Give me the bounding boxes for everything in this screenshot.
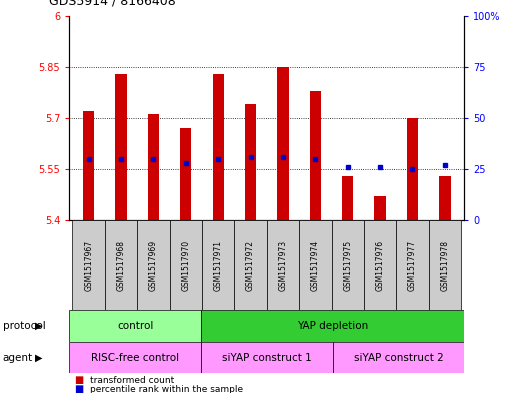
Bar	[170, 220, 202, 310]
Bar	[83, 111, 94, 220]
Text: GSM1517971: GSM1517971	[214, 240, 223, 291]
Text: YAP depletion: YAP depletion	[297, 321, 368, 331]
Bar	[396, 220, 429, 310]
Bar	[69, 310, 201, 342]
Bar	[332, 342, 464, 373]
Text: GSM1517970: GSM1517970	[181, 240, 190, 291]
Bar	[212, 73, 224, 220]
Text: protocol: protocol	[3, 321, 45, 331]
Bar	[331, 220, 364, 310]
Text: ▶: ▶	[35, 321, 43, 331]
Bar	[364, 220, 396, 310]
Text: RISC-free control: RISC-free control	[91, 353, 179, 363]
Bar	[342, 176, 353, 220]
Bar	[180, 128, 191, 220]
Bar	[439, 176, 450, 220]
Text: transformed count: transformed count	[90, 376, 174, 384]
Text: percentile rank within the sample: percentile rank within the sample	[90, 385, 243, 393]
Bar	[267, 220, 299, 310]
Text: GSM1517972: GSM1517972	[246, 240, 255, 291]
Bar	[148, 114, 159, 220]
Bar	[299, 220, 331, 310]
Bar	[234, 220, 267, 310]
Bar	[201, 310, 464, 342]
Bar	[374, 196, 386, 220]
Text: control: control	[117, 321, 153, 331]
Text: GDS5914 / 8166408: GDS5914 / 8166408	[49, 0, 175, 8]
Bar	[137, 220, 170, 310]
Text: GSM1517967: GSM1517967	[84, 240, 93, 291]
Text: siYAP construct 2: siYAP construct 2	[353, 353, 443, 363]
Bar	[245, 104, 256, 220]
Text: GSM1517974: GSM1517974	[311, 240, 320, 291]
Text: agent: agent	[3, 353, 33, 363]
Bar	[69, 342, 201, 373]
Text: ▶: ▶	[35, 353, 43, 363]
Bar	[407, 118, 418, 220]
Text: GSM1517977: GSM1517977	[408, 240, 417, 291]
Bar	[105, 220, 137, 310]
Text: siYAP construct 1: siYAP construct 1	[222, 353, 311, 363]
Text: GSM1517975: GSM1517975	[343, 240, 352, 291]
Text: ■: ■	[74, 375, 84, 385]
Text: GSM1517978: GSM1517978	[440, 240, 449, 291]
Bar	[115, 73, 127, 220]
Bar	[201, 342, 332, 373]
Bar	[429, 220, 461, 310]
Bar	[72, 220, 105, 310]
Text: GSM1517973: GSM1517973	[279, 240, 287, 291]
Text: GSM1517968: GSM1517968	[116, 240, 126, 291]
Bar	[278, 67, 289, 220]
Text: GSM1517976: GSM1517976	[376, 240, 385, 291]
Bar	[310, 91, 321, 220]
Text: GSM1517969: GSM1517969	[149, 240, 158, 291]
Text: ■: ■	[74, 384, 84, 393]
Bar	[202, 220, 234, 310]
